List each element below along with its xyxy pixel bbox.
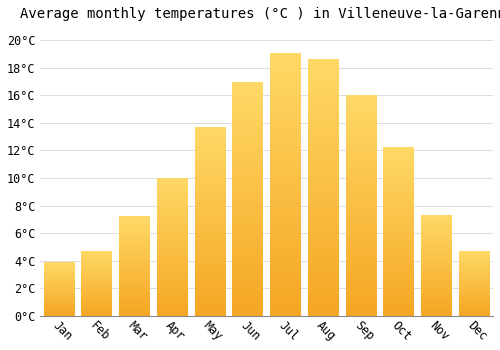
Title: Average monthly temperatures (°C ) in Villeneuve-la-Garenne: Average monthly temperatures (°C ) in Vi…	[20, 7, 500, 21]
